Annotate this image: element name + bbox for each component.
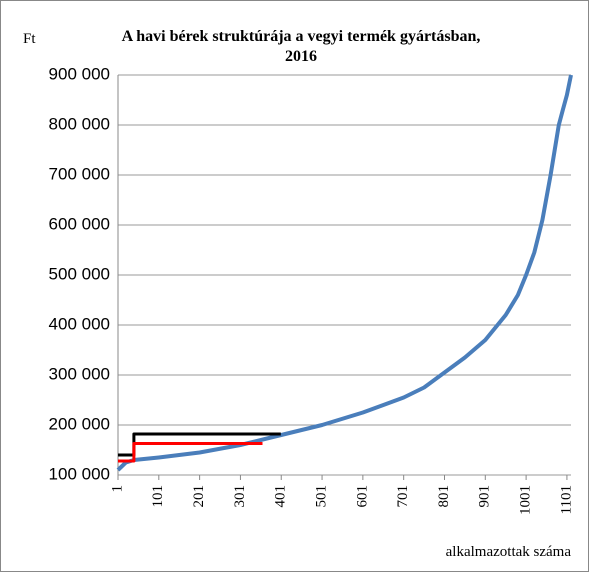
x-tick-label: 701 [395,485,411,508]
x-tick-label: 1 [109,485,125,493]
x-tick-label: 501 [313,485,329,508]
x-tick-label: 201 [191,485,207,508]
x-tick-label: 401 [273,485,289,508]
y-tick-label: 700 000 [49,164,110,183]
y-tick-label: 200 000 [49,414,110,433]
x-tick-label: 601 [354,485,370,508]
x-axis-label: alkalmazottak száma [446,544,572,560]
y-tick-label: 100 000 [49,464,110,483]
y-tick-label: 500 000 [49,264,110,283]
series-line [118,442,263,463]
series-line [116,74,573,472]
y-tick-label: 600 000 [49,214,110,233]
chart-title: A havi bérek struktúrája a vegyi termék … [121,28,481,65]
x-tick-label: 301 [232,485,248,508]
y-unit: Ft [23,31,36,47]
x-tick-label: 901 [477,485,493,508]
y-tick-label: 800 000 [49,114,110,133]
y-tick-label: 400 000 [49,314,110,333]
y-tick-label: 900 000 [49,64,110,83]
x-tick-label: 101 [150,485,166,508]
x-tick-label: 801 [436,485,452,508]
x-tick-label: 1001 [518,485,534,515]
y-tick-label: 300 000 [49,364,110,383]
x-tick-label: 1101 [558,485,574,514]
